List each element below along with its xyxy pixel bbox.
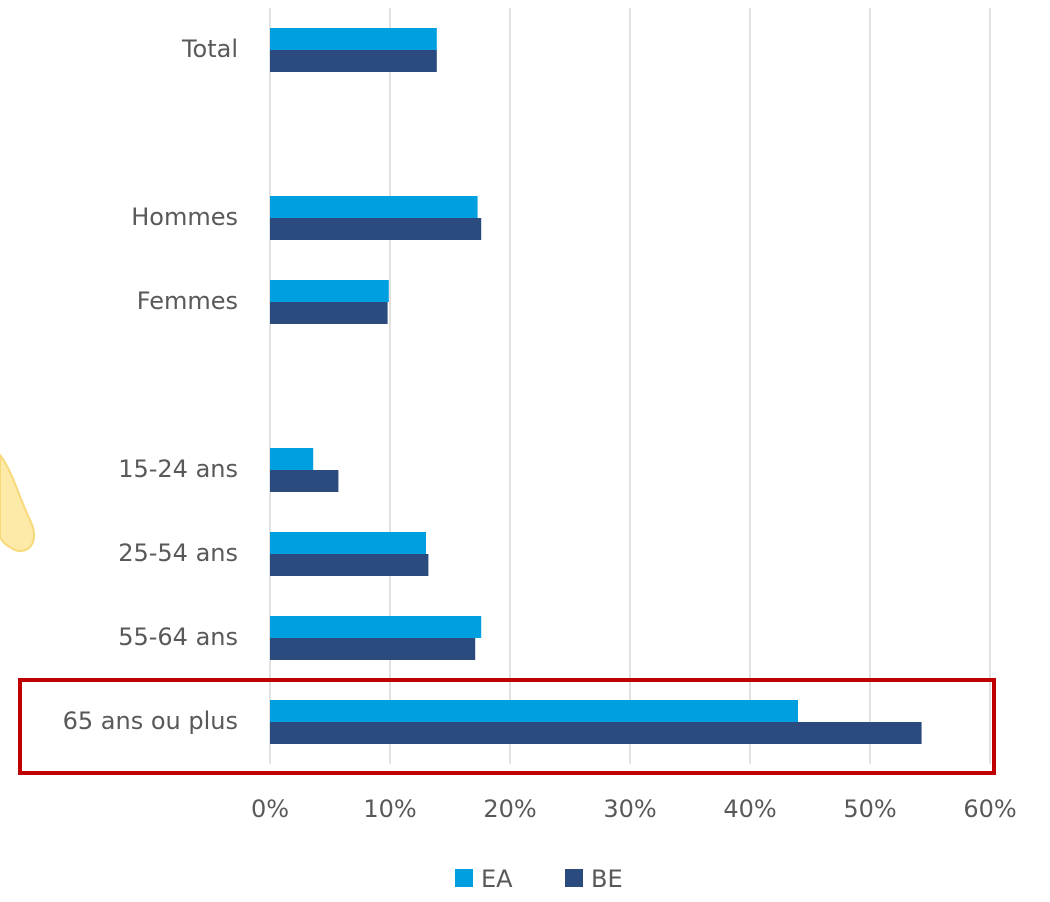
y-tick-label: 65 ans ou plus — [63, 707, 238, 735]
y-tick-label: 25-54 ans — [118, 539, 238, 567]
bar — [270, 722, 922, 744]
bar — [270, 218, 481, 240]
bar — [270, 448, 313, 470]
bar — [270, 638, 475, 660]
y-tick-label: 15-24 ans — [118, 455, 238, 483]
legend-swatch — [455, 869, 473, 887]
bar — [270, 700, 798, 722]
y-tick-label: 55-64 ans — [118, 623, 238, 651]
x-tick-label: 40% — [723, 795, 776, 823]
x-tick-label: 30% — [603, 795, 656, 823]
y-tick-label: Total — [181, 35, 238, 63]
legend-swatch — [565, 869, 583, 887]
legend-label: EA — [481, 865, 513, 893]
decoration — [0, 455, 34, 551]
chart: 0% 10% 20% 30% 40% 50% 60% Total Hommes Femmes 15-… — [0, 0, 1050, 898]
bar — [270, 532, 426, 554]
y-tick-label: Femmes — [137, 287, 238, 315]
bar — [270, 50, 437, 72]
x-tick-label: 0% — [251, 795, 289, 823]
y-tick-label: Hommes — [131, 203, 238, 231]
x-tick-label: 60% — [963, 795, 1016, 823]
bar — [270, 28, 437, 50]
bar — [270, 280, 389, 302]
x-tick-label: 20% — [483, 795, 536, 823]
bar — [270, 196, 478, 218]
bars — [270, 28, 922, 744]
bar — [270, 470, 338, 492]
bar — [270, 554, 428, 576]
x-tick-label: 50% — [843, 795, 896, 823]
x-tick-label: 10% — [363, 795, 416, 823]
bar — [270, 302, 388, 324]
bar — [270, 616, 481, 638]
legend-label: BE — [591, 865, 623, 893]
